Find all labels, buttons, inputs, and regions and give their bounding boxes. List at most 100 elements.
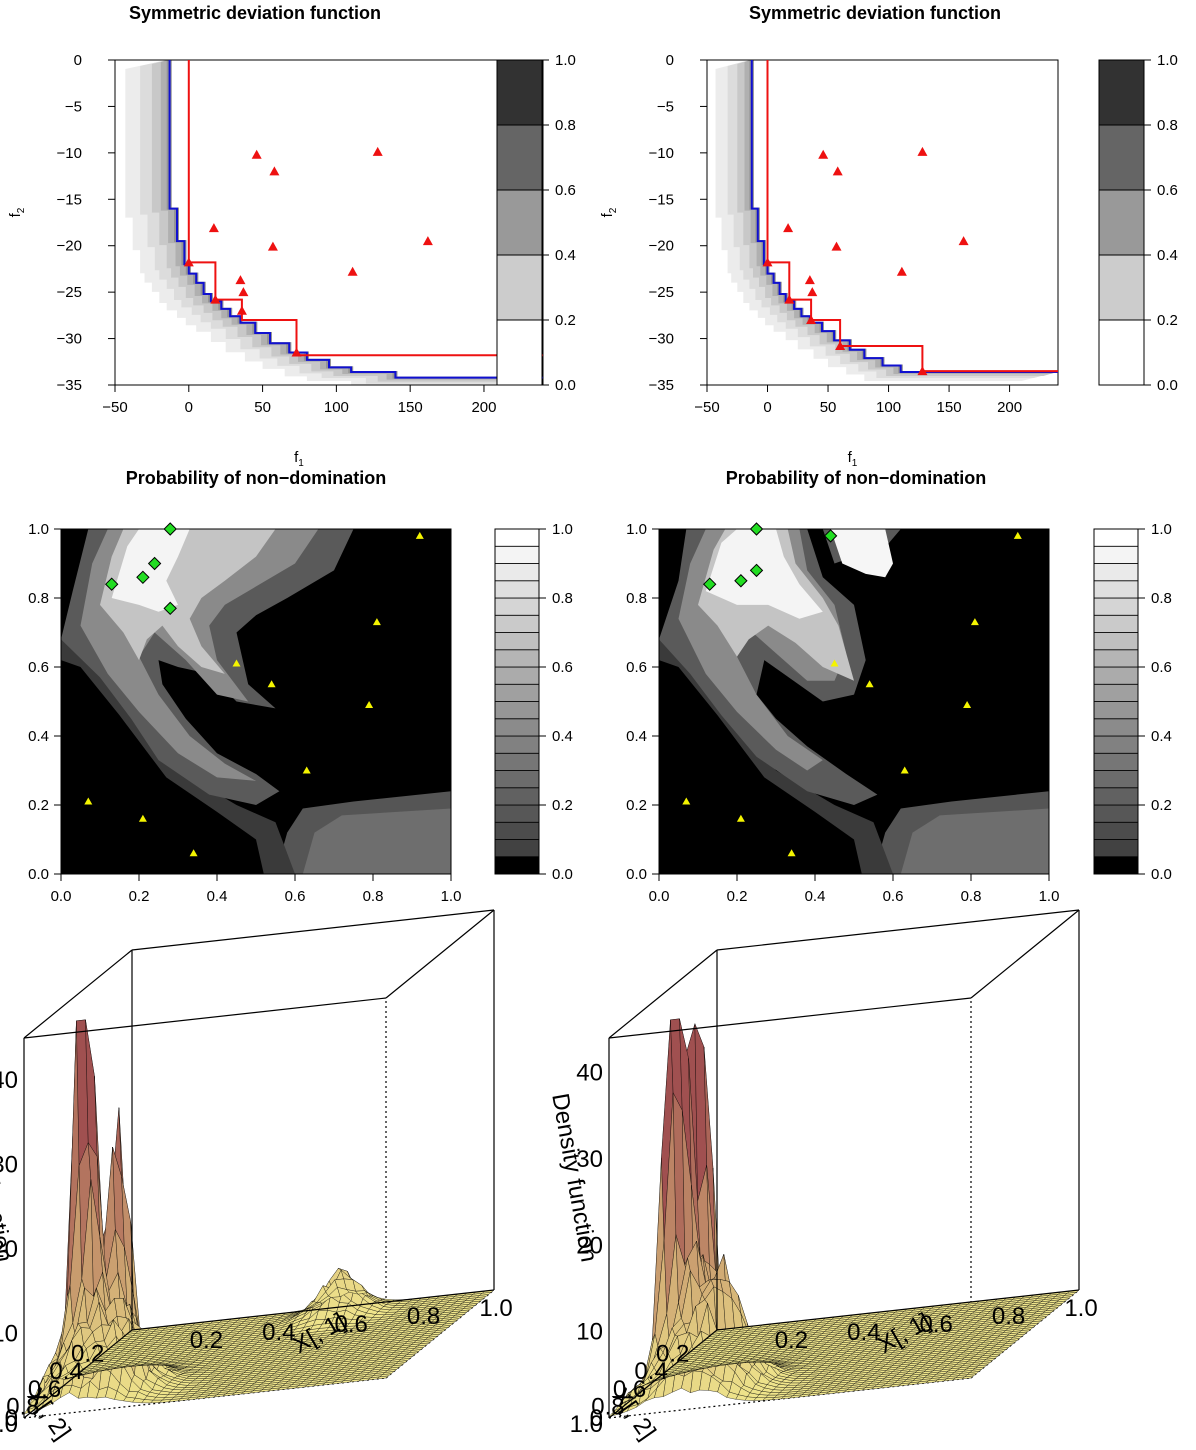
colorbar-tick-label: 0.4 [1151, 728, 1172, 745]
x-tick-label: 0.8 [363, 888, 384, 905]
y-tick-label: 0.4 [49, 1358, 82, 1385]
colorbar-band [1093, 563, 1139, 582]
colorbar-band [494, 563, 540, 582]
ridge-peak [705, 529, 823, 619]
y-tick-label: 0.4 [28, 728, 49, 745]
colorbar-band [494, 632, 540, 651]
data-point [291, 347, 302, 357]
sdf-panel-1: Symmetric deviation function−50 0 50 100 150… [599, 3, 1178, 469]
y-tick-label: −35 [57, 377, 82, 394]
nondominated-point [104, 577, 119, 591]
design-point [365, 700, 374, 708]
chart-title: Symmetric deviation function [129, 3, 381, 23]
colorbar-band [1093, 770, 1139, 789]
box-edge [23, 997, 387, 1039]
pnd-panel-1: Probability of non−domination0.00.00.20.… [626, 468, 1172, 905]
colorbar-band [1093, 649, 1139, 668]
x-tick-label: 0.4 [847, 1319, 880, 1346]
colorbar-tick-label: 0.0 [1157, 377, 1178, 394]
colorbar-band [496, 189, 543, 256]
colorbar-band [1098, 319, 1145, 386]
data-point [835, 341, 846, 350]
data-point [917, 146, 928, 156]
y-tick-label: 0.0 [626, 866, 647, 883]
nondominated-point [147, 556, 162, 571]
z-tick-label: 10 [576, 1319, 603, 1346]
data-point [251, 149, 262, 159]
z-tick-label: 40 [576, 1060, 603, 1087]
colorbar-band [494, 666, 540, 685]
colorbar-band [494, 649, 540, 668]
box-edge [716, 909, 1080, 951]
box-edge [970, 909, 1080, 999]
colorbar-band [1093, 856, 1139, 875]
data-point [269, 166, 280, 176]
deviation-shading [715, 60, 1058, 381]
y-tick-label: −10 [649, 145, 674, 162]
y-tick-label: 0.6 [613, 1376, 646, 1403]
z-tick-label: 0 [590, 1405, 603, 1432]
box-edge [608, 997, 972, 1039]
y-axis-label: f2 [7, 207, 27, 217]
x-tick-label: 0.6 [335, 1311, 368, 1338]
colorbar-band [1093, 597, 1139, 616]
density-panel-0: 0102030400.20.40.60.81.00.20.40.60.81.0D… [0, 909, 513, 1445]
y-tick-label: 0.4 [626, 728, 647, 745]
data-point [784, 294, 795, 304]
x-tick-label: 150 [398, 399, 423, 416]
x-tick-label: −50 [102, 399, 127, 416]
y-tick-label: 0.6 [28, 659, 49, 676]
y-tick-label: −25 [649, 284, 674, 301]
colorbar-band [1093, 821, 1139, 840]
data-point [422, 236, 433, 246]
nondominated-point [163, 522, 177, 536]
colorbar-band [1093, 683, 1139, 702]
x-axis-label: f1 [294, 449, 304, 469]
y-tick-label: 1.0 [0, 1411, 18, 1438]
z-tick-label: 30 [0, 1152, 18, 1179]
data-point [804, 275, 815, 285]
nondominated-point [734, 574, 748, 588]
x-tick-label: 0.8 [992, 1303, 1025, 1330]
colorbar-band [1093, 701, 1139, 720]
design-point [372, 618, 381, 626]
colorbar-band [494, 528, 540, 547]
x-tick-label: 0.6 [883, 888, 904, 905]
z-axis-label: Density function [546, 1091, 602, 1264]
y-tick-label: −15 [57, 191, 82, 208]
x-tick-label: 0.4 [207, 888, 228, 905]
y-tick-label: −20 [57, 238, 82, 255]
colorbar-tick-label: 0.4 [552, 728, 573, 745]
design-point [787, 849, 796, 857]
colorbar-band [496, 254, 543, 321]
colorbar-band [494, 545, 540, 564]
x-axis-label: f1 [848, 449, 858, 469]
y-tick-label: −5 [657, 98, 674, 115]
x-tick-label: 100 [324, 399, 349, 416]
box-edge [131, 1289, 495, 1331]
x-tick-label: 0.0 [51, 888, 72, 905]
colorbar-frame [496, 59, 543, 386]
data-point [958, 236, 969, 246]
region-low-inner [302, 808, 451, 874]
y-tick-label: −25 [57, 284, 82, 301]
y-tick-label: −5 [65, 98, 82, 115]
design-point [830, 659, 839, 667]
probability-map [61, 529, 451, 874]
y-tick-label: 0.8 [591, 1393, 624, 1420]
x-tick-label: 150 [937, 399, 962, 416]
colorbar-band [1093, 839, 1139, 858]
shade-band [140, 60, 543, 384]
x-tick-label: 0.4 [262, 1319, 295, 1346]
y-tick-label: 0 [666, 52, 674, 69]
x-tick-label: 0.2 [190, 1327, 223, 1354]
data-point [347, 266, 358, 276]
y-tick-label: 0.8 [6, 1393, 39, 1420]
box-edge [608, 949, 718, 1039]
y-tick-label: 0.8 [626, 590, 647, 607]
y-tick-label: 1.0 [28, 521, 49, 538]
box-edge [131, 909, 495, 951]
colorbar-tick-label: 0.8 [552, 590, 573, 607]
colorbar: 0.0 0.2 0.4 0.6 0.8 1.0 [1098, 52, 1178, 394]
